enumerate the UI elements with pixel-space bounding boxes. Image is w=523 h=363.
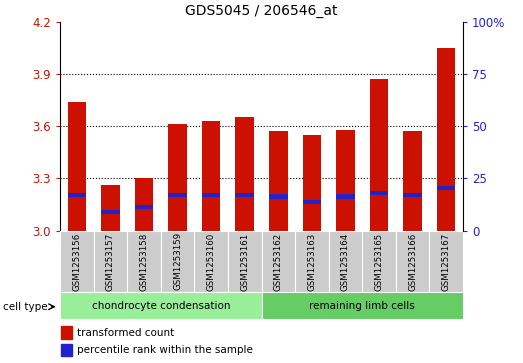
Bar bbox=[362, 231, 396, 292]
Bar bbox=[269, 131, 288, 231]
Bar bbox=[403, 193, 422, 197]
Bar bbox=[61, 326, 72, 339]
Bar bbox=[403, 131, 422, 231]
Bar bbox=[60, 292, 262, 319]
Bar bbox=[135, 178, 153, 231]
Text: GSM1253163: GSM1253163 bbox=[308, 232, 316, 291]
Bar bbox=[67, 102, 86, 231]
Bar bbox=[437, 48, 456, 231]
Bar bbox=[60, 231, 94, 292]
Text: percentile rank within the sample: percentile rank within the sample bbox=[77, 345, 253, 355]
Text: GSM1253165: GSM1253165 bbox=[374, 232, 383, 291]
Bar bbox=[228, 231, 262, 292]
Bar bbox=[67, 193, 86, 197]
Text: GSM1253156: GSM1253156 bbox=[72, 232, 82, 291]
Bar bbox=[336, 195, 355, 199]
Bar bbox=[336, 130, 355, 231]
Bar bbox=[195, 231, 228, 292]
Bar bbox=[202, 121, 220, 231]
Bar bbox=[161, 231, 195, 292]
Text: transformed count: transformed count bbox=[77, 327, 174, 338]
Bar bbox=[61, 344, 72, 356]
Bar bbox=[437, 186, 456, 190]
Bar bbox=[262, 292, 463, 319]
Bar bbox=[262, 231, 295, 292]
Bar bbox=[168, 193, 187, 197]
Text: cell type: cell type bbox=[3, 302, 47, 312]
Bar bbox=[235, 118, 254, 231]
Bar bbox=[370, 191, 388, 195]
Bar bbox=[429, 231, 463, 292]
Bar bbox=[94, 231, 127, 292]
Text: GSM1253160: GSM1253160 bbox=[207, 232, 215, 291]
Bar bbox=[370, 79, 388, 231]
Bar bbox=[269, 195, 288, 199]
Bar bbox=[396, 231, 429, 292]
Text: GSM1253167: GSM1253167 bbox=[441, 232, 451, 291]
Bar bbox=[303, 135, 321, 231]
Text: GSM1253158: GSM1253158 bbox=[140, 232, 149, 291]
Text: GSM1253166: GSM1253166 bbox=[408, 232, 417, 291]
Bar bbox=[101, 185, 120, 231]
Bar bbox=[127, 231, 161, 292]
Text: GSM1253162: GSM1253162 bbox=[274, 232, 283, 291]
Bar bbox=[235, 193, 254, 197]
Bar bbox=[101, 210, 120, 215]
Bar bbox=[202, 193, 220, 197]
Bar bbox=[328, 231, 362, 292]
Bar bbox=[295, 231, 328, 292]
Text: GSM1253157: GSM1253157 bbox=[106, 232, 115, 291]
Bar bbox=[303, 200, 321, 204]
Bar bbox=[168, 125, 187, 231]
Text: chondrocyte condensation: chondrocyte condensation bbox=[92, 301, 230, 311]
Bar bbox=[135, 205, 153, 209]
Text: GSM1253159: GSM1253159 bbox=[173, 232, 182, 290]
Text: GSM1253164: GSM1253164 bbox=[341, 232, 350, 291]
Text: GSM1253161: GSM1253161 bbox=[240, 232, 249, 291]
Title: GDS5045 / 206546_at: GDS5045 / 206546_at bbox=[185, 4, 338, 18]
Text: remaining limb cells: remaining limb cells bbox=[309, 301, 415, 311]
